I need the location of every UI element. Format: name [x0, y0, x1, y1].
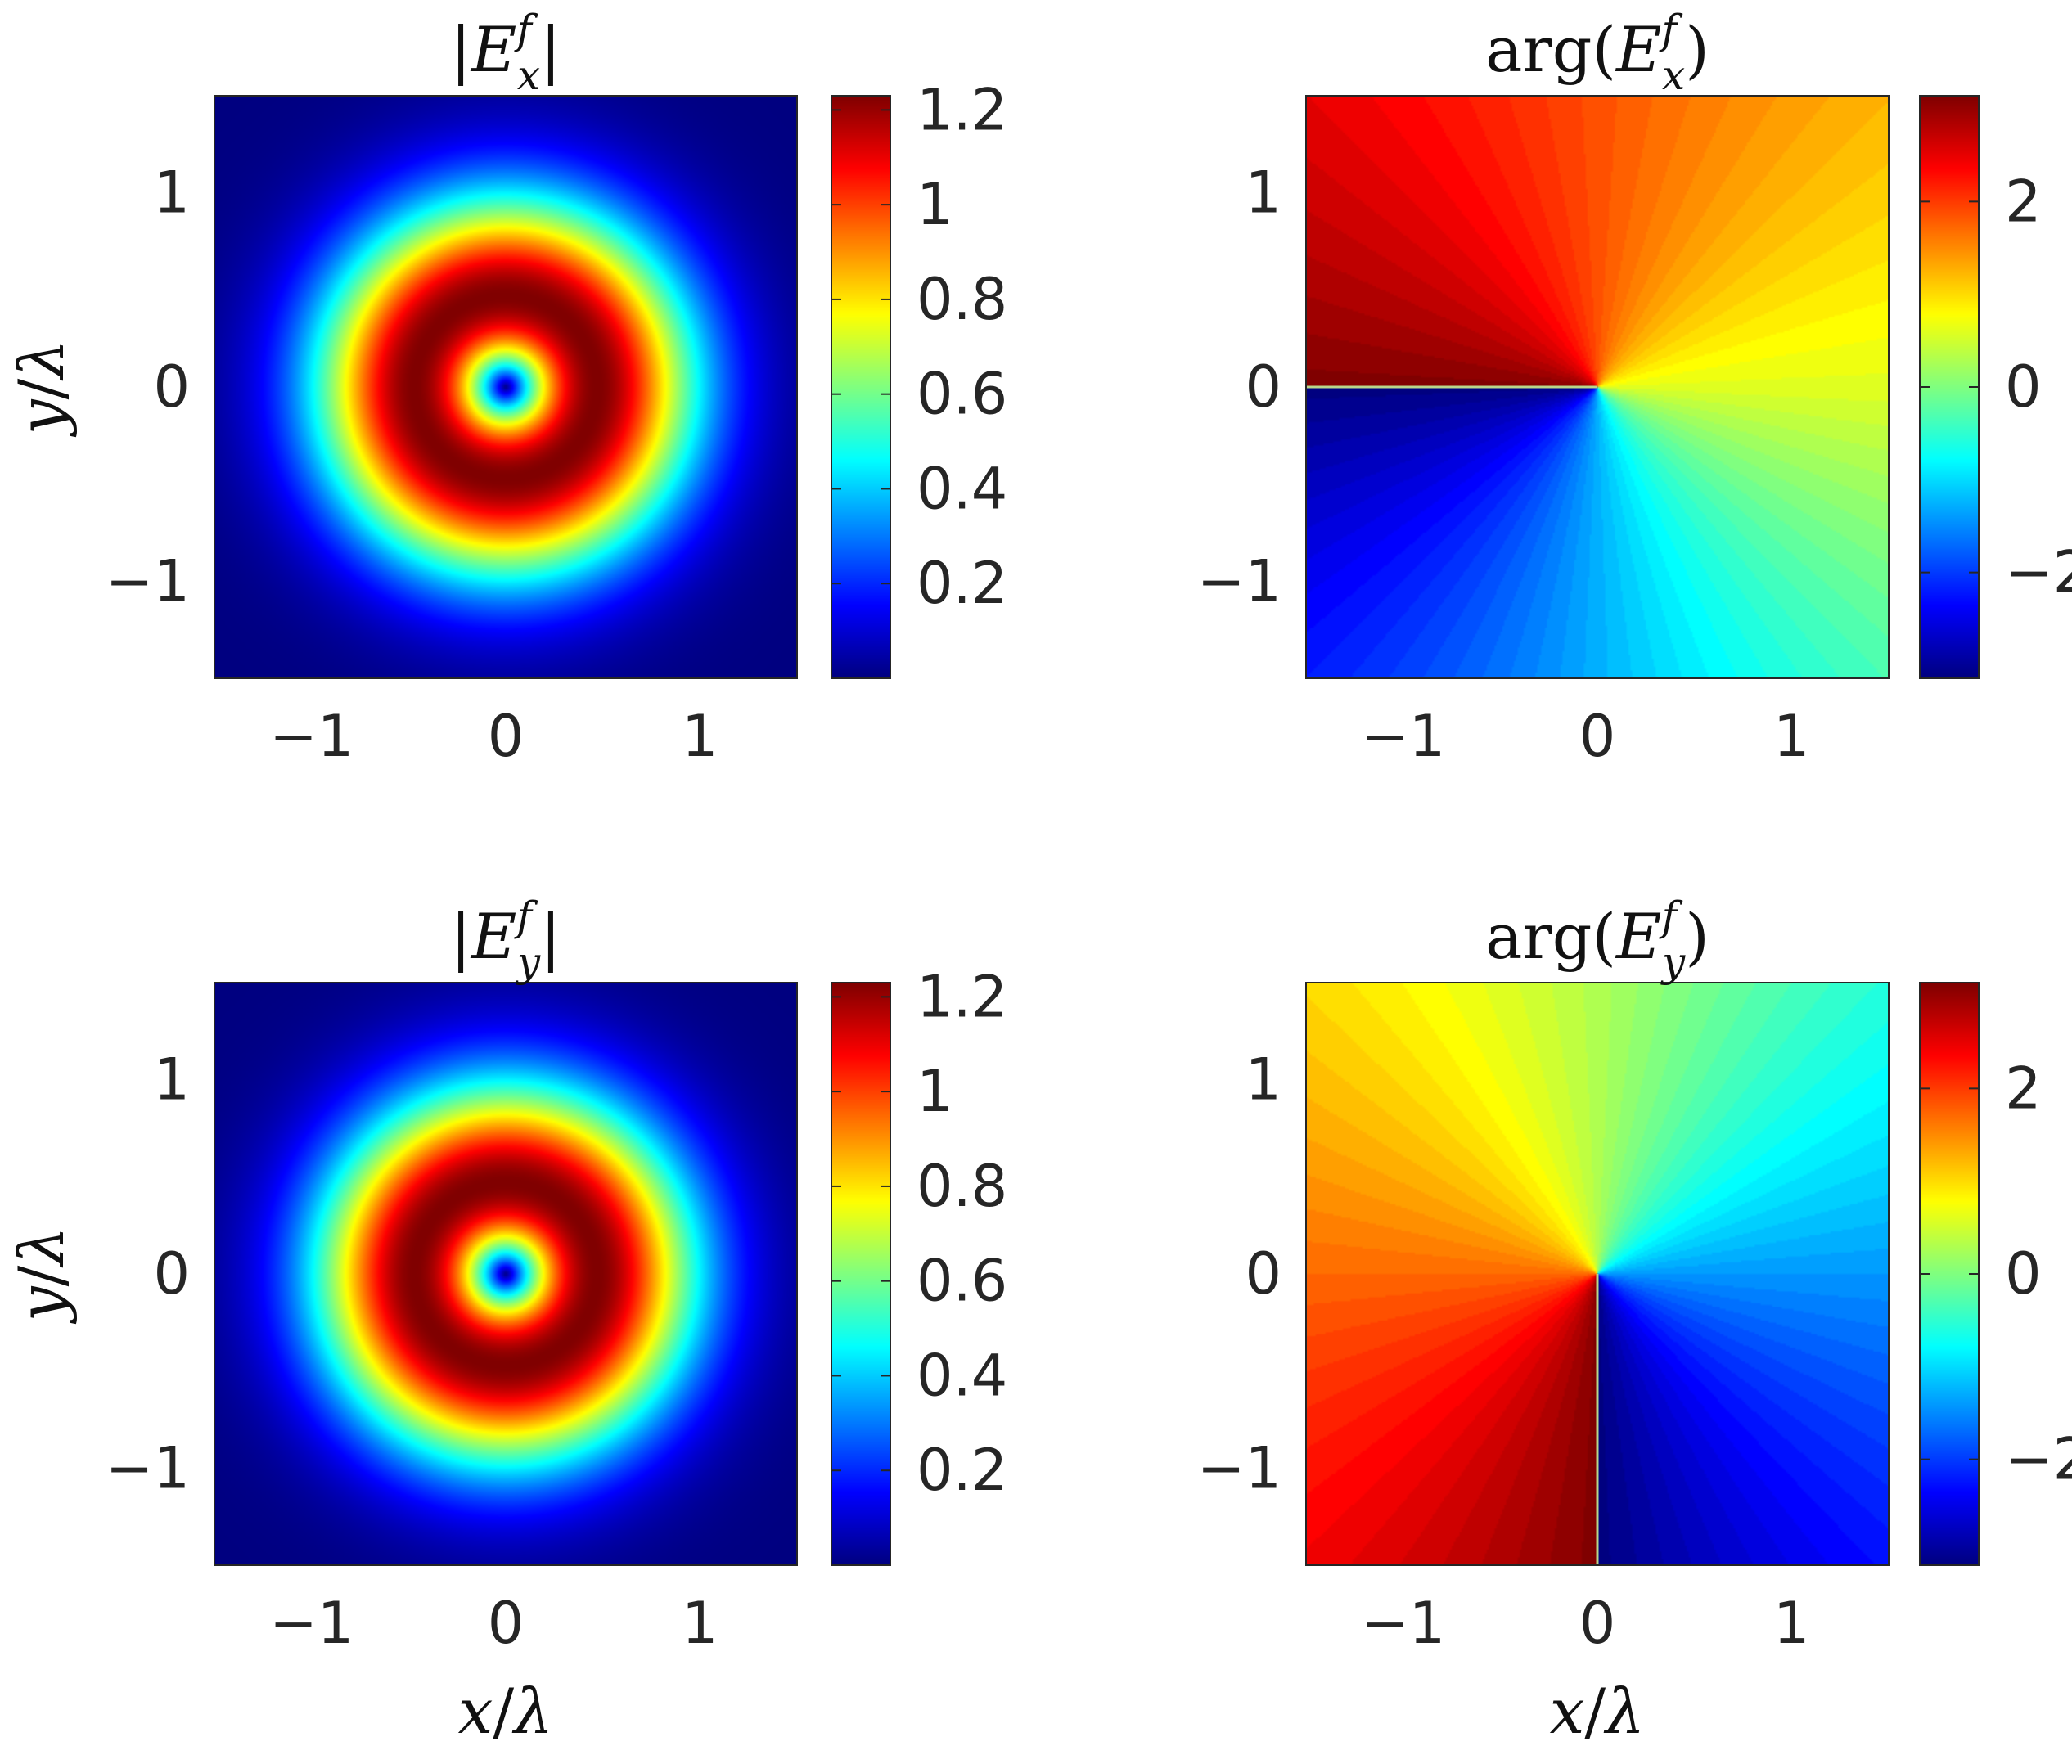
colorbar-tick-label: −2 — [2005, 539, 2072, 606]
colorbar-tick-label: 0.4 — [917, 455, 1007, 522]
panel-bottom-left: −1 0 1 −1 0 1 |Ef y| y/λ x/λ 0.2 0.4 0.6 0.8 1 1.2 — [5, 893, 1007, 1748]
colorbar-tick-label: 0.2 — [917, 1437, 1007, 1504]
heatmap-image — [214, 96, 797, 678]
x-tick-label: 1 — [1773, 703, 1810, 770]
colorbar-tick-label: −2 — [2005, 1426, 2072, 1493]
colorbar-tick-label: 0.2 — [917, 550, 1007, 617]
panel-title: |Ef x| — [450, 6, 561, 99]
axes-frame — [1305, 95, 1890, 679]
colorbar-tick-label: 1 — [917, 171, 953, 238]
colorbar — [831, 983, 890, 1565]
panel-title: |Ef y| — [450, 893, 561, 986]
colorbar-tick-label: 0.6 — [917, 361, 1007, 428]
x-tick-label: −1 — [269, 1590, 354, 1657]
x-tick-label: 1 — [682, 1590, 718, 1657]
colorbar-tick-label: 2 — [2005, 168, 2042, 235]
x-tick-label: 0 — [1579, 703, 1616, 770]
axes-frame — [214, 95, 798, 679]
colorbar-tick-label: 0 — [2005, 1240, 2042, 1307]
colorbar-tick-label: 1.2 — [917, 963, 1007, 1030]
panel-top-right: −1 0 1 −1 0 1 arg(Ef x) −2 0 2 — [1197, 6, 2072, 770]
colorbar-tick-label: 0.8 — [917, 266, 1007, 333]
colorbar-tick-label: 2 — [2005, 1055, 2042, 1122]
panel-title: arg(Ef y) — [1485, 893, 1709, 986]
y-tick-label: −1 — [1197, 547, 1281, 614]
x-tick-label: 1 — [1773, 1590, 1810, 1657]
colorbar-tick-label: 0.6 — [917, 1248, 1007, 1315]
colorbar-tick-label: 0.4 — [917, 1342, 1007, 1409]
y-tick-label: 0 — [153, 353, 190, 421]
x-tick-label: −1 — [1361, 703, 1445, 770]
colorbar-tick-label: 1 — [917, 1058, 953, 1125]
x-tick-label: 0 — [488, 1590, 525, 1657]
y-tick-label: 1 — [153, 160, 190, 227]
y-tick-label: 0 — [1245, 353, 1281, 421]
panel-title: arg(Ef x) — [1485, 6, 1709, 99]
y-tick-label: −1 — [106, 547, 190, 614]
colorbar — [831, 96, 890, 678]
x-axis-label: x/λ — [1550, 1675, 1646, 1748]
y-tick-label: 1 — [153, 1046, 190, 1114]
axes-frame — [1305, 982, 1890, 1566]
colorbar-frame — [831, 95, 891, 679]
x-tick-label: −1 — [269, 703, 354, 770]
y-tick-label: −1 — [1197, 1434, 1281, 1501]
y-tick-label: 0 — [153, 1240, 190, 1307]
x-tick-label: 1 — [682, 703, 718, 770]
x-tick-label: −1 — [1361, 1590, 1445, 1657]
y-axis-label: y/λ — [5, 340, 78, 438]
colorbar-tick-label: 0 — [2005, 353, 2042, 421]
y-tick-label: 0 — [1245, 1240, 1281, 1307]
heatmap-image — [214, 983, 797, 1565]
y-tick-label: 1 — [1245, 1046, 1281, 1114]
x-tick-label: 0 — [1579, 1590, 1616, 1657]
colorbar-tick-label: 1.2 — [917, 76, 1007, 143]
y-tick-label: 1 — [1245, 160, 1281, 227]
colorbar-frame — [831, 982, 891, 1566]
y-tick-label: −1 — [106, 1434, 190, 1501]
x-tick-label: 0 — [488, 703, 525, 770]
panel-top-left: −1 0 1 −1 0 1 |Ef x| y/λ 0.2 0.4 0.6 0.8 1 1.2 — [5, 6, 1007, 770]
y-axis-label: y/λ — [5, 1226, 78, 1325]
x-axis-label: x/λ — [458, 1675, 554, 1748]
colorbar-tick-label: 0.8 — [917, 1153, 1007, 1220]
axes-frame — [214, 982, 798, 1566]
panel-bottom-right: −1 0 1 −1 0 1 arg(Ef y) x/λ −2 0 2 — [1197, 893, 2072, 1748]
